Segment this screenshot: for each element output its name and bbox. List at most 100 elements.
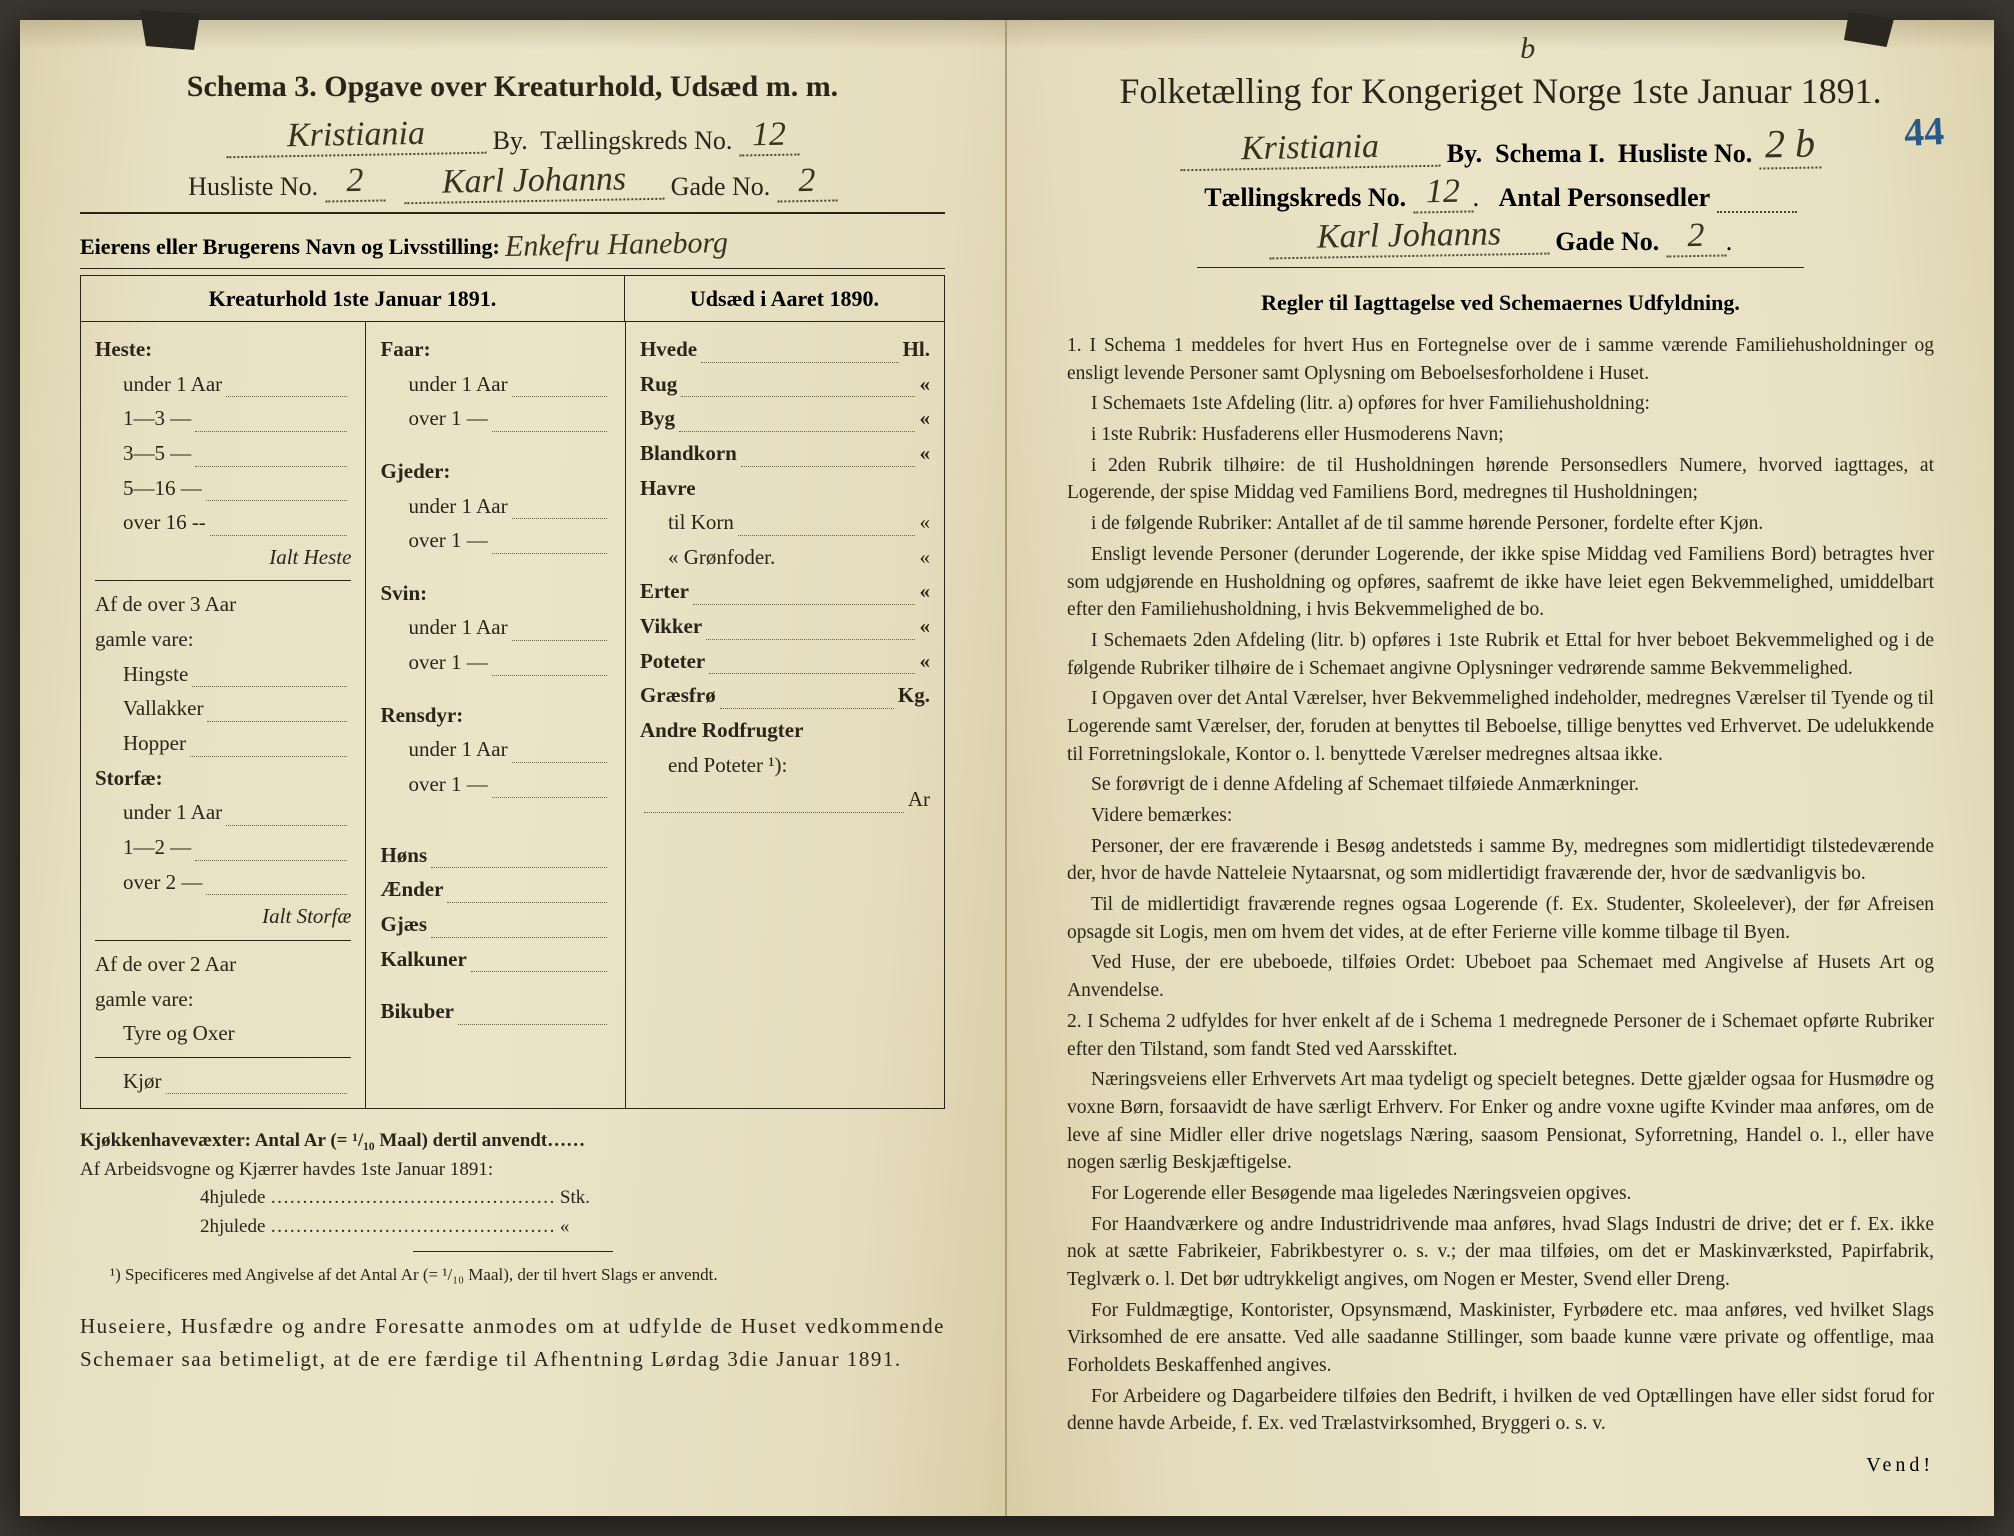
table-row: over 16 --	[95, 505, 351, 540]
table-row: Af de over 2 Aar	[95, 947, 351, 982]
r-city-hw: Kristiania	[1180, 127, 1441, 172]
table-row: gamle vare:	[95, 622, 351, 657]
table-row: Ænder	[380, 872, 611, 907]
table-row: under 1 Aar	[380, 610, 611, 645]
r-schema: Schema I.	[1495, 139, 1605, 168]
rule-paragraph: For Fuldmægtige, Kontorister, Opsynsmænd…	[1067, 1297, 1934, 1380]
rule-paragraph: i 1ste Rubrik: Husfaderens eller Husmode…	[1067, 421, 1934, 449]
tkreds-label: Tællingskreds No.	[540, 126, 732, 155]
foot-divider	[413, 1251, 613, 1252]
table-row: over 1 —	[380, 401, 611, 436]
rule-paragraph: i de følgende Rubriker: Antallet af de t…	[1067, 510, 1934, 538]
city-handwritten: Kristiania	[226, 114, 487, 159]
column-1: Heste:under 1 Aar1—3 —3—5 —5—16 —over 16…	[80, 321, 365, 1109]
rule-paragraph: For Haandværkere og andre Industridriven…	[1067, 1211, 1934, 1294]
head-left: Kreaturhold 1ste Januar 1891.	[80, 275, 625, 322]
rule-paragraph: Personer, der ere fraværende i Besøg and…	[1067, 833, 1934, 888]
table-row: Ialt Heste	[95, 540, 351, 575]
table-row: Ialt Storfæ	[95, 899, 351, 934]
foot-l4: 2hjulede ……………………………………… «	[80, 1213, 945, 1242]
r-tkreds-no: 12	[1412, 172, 1473, 213]
table-row: 1—2 —	[95, 830, 351, 865]
rule-paragraph: Ved Huse, der ere ubeboede, tilføies Ord…	[1067, 949, 1934, 1004]
head-right: Udsæd i Aaret 1890.	[625, 275, 945, 322]
owner-label: Eierens eller Brugerens Navn og Livsstil…	[80, 234, 500, 259]
table-row: Vikker«	[640, 609, 930, 644]
column-2: Faar:under 1 Aarover 1 —Gjeder:under 1 A…	[365, 321, 625, 1109]
rule-paragraph: Se forøvrigt de i denne Afdeling af Sche…	[1067, 771, 1934, 799]
table-row: HvedeHl.	[640, 332, 930, 367]
table-row: Bikuber	[380, 994, 611, 1029]
regler-heading: Regler til Iagttagelse ved Schemaernes U…	[1067, 290, 1934, 316]
instruction: Huseiere, Husfædre og andre Foresatte an…	[80, 1310, 945, 1375]
rule-paragraph: For Arbeidere og Dagarbeidere tilføies d…	[1067, 1383, 1934, 1438]
column-3: HvedeHl.Rug«Byg«Blandkorn«Havretil Korn«…	[625, 321, 945, 1109]
census-title: Folketælling for Kongeriget Norge 1ste J…	[1067, 70, 1934, 112]
table-row: Rensdyr:	[380, 698, 611, 733]
table-row: under 1 Aar	[95, 795, 351, 830]
table-row: Hopper	[95, 726, 351, 761]
table-row: Storfæ:	[95, 761, 351, 796]
gade-handwritten: Karl Johanns	[404, 160, 665, 205]
table-row: Vallakker	[95, 691, 351, 726]
r-gade-no: 2	[1665, 216, 1726, 257]
r-tkreds-label: Tællingskreds No.	[1204, 183, 1406, 212]
table-row: Af de over 3 Aar	[95, 587, 351, 622]
r-gade-label: Gade No.	[1555, 227, 1659, 256]
foot-l1: Kjøkkenhavevæxter: Antal Ar (= ¹/₁₀ Maal…	[80, 1127, 945, 1156]
table-row: over 1 —	[380, 767, 611, 802]
table-row: under 1 Aar	[380, 732, 611, 767]
r-div1	[1197, 267, 1804, 268]
table-row: over 1 —	[380, 523, 611, 558]
by-label: By.	[493, 126, 528, 155]
table-row: Høns	[380, 838, 611, 873]
r-by: By.	[1447, 139, 1482, 168]
table-row: Heste:	[95, 332, 351, 367]
r-gade-hw: Karl Johanns	[1268, 215, 1549, 260]
foot-l3: 4hjulede ……………………………………… Stk.	[80, 1184, 945, 1213]
rule-paragraph: I Schemaets 2den Afdeling (litr. b) opfø…	[1067, 627, 1934, 682]
gade-label: Gade No.	[671, 172, 771, 201]
table-row: Gjæs	[380, 907, 611, 942]
foot-l1-text: Kjøkkenhavevæxter: Antal Ar (= ¹/₁₀ Maal…	[80, 1130, 585, 1151]
rule-paragraph: Videre bemærkes:	[1067, 802, 1934, 830]
r-line2: Tællingskreds No. 12. Antal Personsedler	[1067, 173, 1934, 213]
rule-paragraph: Næringsveiens eller Erhvervets Art maa t…	[1067, 1066, 1934, 1177]
book-spread: Schema 3. Opgave over Kreaturhold, Udsæd…	[20, 20, 1994, 1516]
table-row: Blandkorn«	[640, 436, 930, 471]
page-left: Schema 3. Opgave over Kreaturhold, Udsæd…	[20, 20, 1007, 1516]
table-row: over 1 —	[380, 645, 611, 680]
husliste-no: 2	[324, 161, 385, 202]
page-right: b Folketælling for Kongeriget Norge 1ste…	[1007, 20, 1994, 1516]
rule-paragraph: I Schemaets 1ste Afdeling (litr. a) opfø…	[1067, 390, 1934, 418]
owner-handwritten: Enkefru Haneborg	[505, 226, 729, 264]
husliste-label: Husliste No.	[188, 172, 318, 201]
table-row: under 1 Aar	[380, 489, 611, 524]
vend: Vend!	[1067, 1454, 1934, 1477]
table-row: Faar:	[380, 332, 611, 367]
table-row: GræsfrøKg.	[640, 678, 930, 713]
antal-handwritten: 44	[1903, 107, 1945, 156]
table-row: Hingste	[95, 657, 351, 692]
table-row: til Korn«	[640, 505, 930, 540]
footnotes: Kjøkkenhavevæxter: Antal Ar (= ¹/₁₀ Maal…	[80, 1127, 945, 1288]
foot-note: ¹) Specificeres med Angivelse af det Ant…	[80, 1262, 945, 1288]
table-row: over 2 —	[95, 865, 351, 900]
rule-paragraph: 2. I Schema 2 udfyldes for hver enkelt a…	[1067, 1008, 1934, 1063]
tkreds-no: 12	[739, 115, 800, 156]
r-husliste-no: 2 b	[1758, 119, 1821, 169]
table-head-row: Kreaturhold 1ste Januar 1891. Udsæd i Aa…	[80, 275, 945, 322]
table-row: gamle vare:	[95, 982, 351, 1017]
table-row: Kjør	[95, 1064, 351, 1099]
table-row: Tyre og Oxer	[95, 1016, 351, 1051]
table-row: Andre Rodfrugter	[640, 713, 930, 748]
r-antal-blank	[1717, 211, 1797, 213]
table-row: Havre	[640, 471, 930, 506]
table-row: « Grønfoder.«	[640, 540, 930, 575]
table-row: Ar	[640, 782, 930, 817]
rule-paragraph: I Opgaven over det Antal Værelser, hver …	[1067, 685, 1934, 768]
table-row: under 1 Aar	[380, 367, 611, 402]
divider-thin	[80, 268, 945, 269]
table-row: under 1 Aar	[95, 367, 351, 402]
rule-paragraph: i 2den Rubrik tilhøire: de til Husholdni…	[1067, 452, 1934, 507]
